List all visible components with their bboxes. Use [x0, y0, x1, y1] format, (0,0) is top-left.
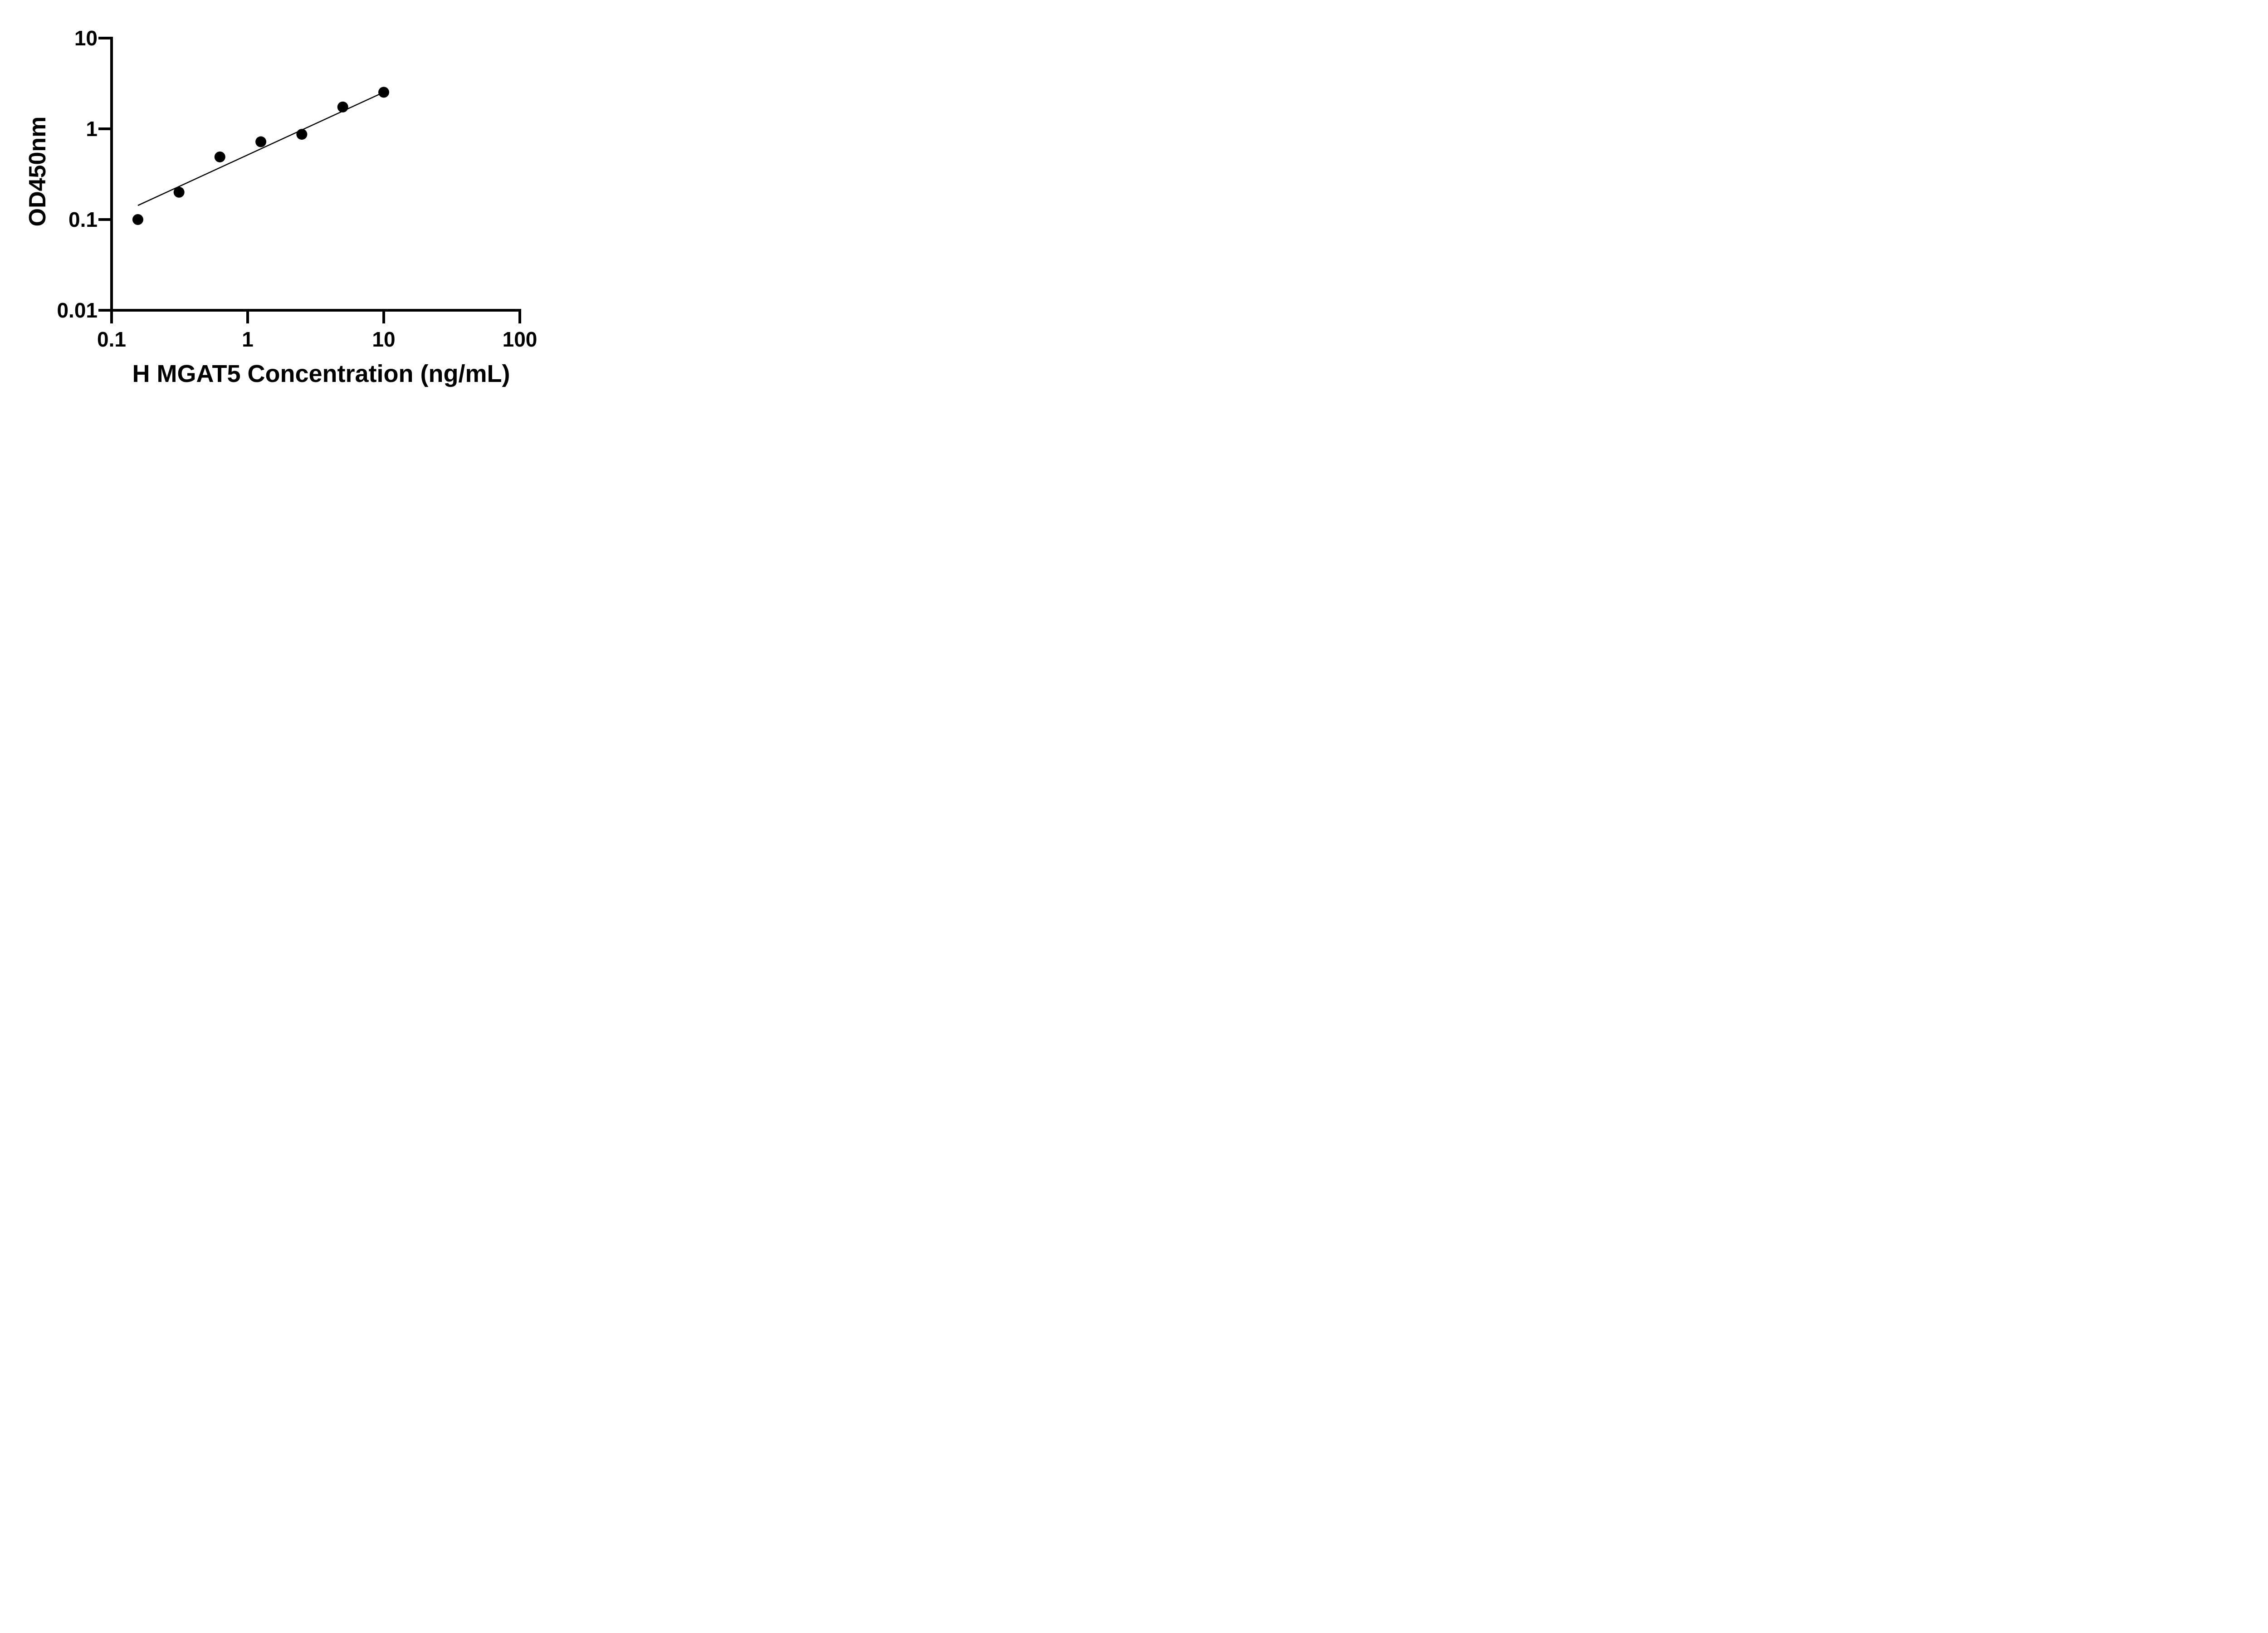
- data-point-x1.25: [255, 136, 267, 147]
- y-axis-title: OD450nm: [24, 116, 51, 227]
- plot-area: [98, 37, 521, 323]
- data-point-x10: [378, 87, 389, 98]
- elisa-standard-curve-figure: 10 1 0.1 0.01 0.1 1 10 100 OD450nm H MGAT5 Conc…: [0, 0, 582, 408]
- y-tick-label-1: 1: [86, 117, 98, 141]
- data-point-x5: [337, 101, 348, 112]
- data-point-x0.313: [173, 186, 185, 198]
- data-point-x0.156: [132, 214, 143, 225]
- x-axis-title: H MGAT5 Concentration (ng/mL): [132, 360, 510, 387]
- y-tick-label-0.01: 0.01: [57, 298, 98, 322]
- y-tick-label-0.1: 0.1: [68, 208, 98, 231]
- x-tick-label-10: 10: [372, 328, 396, 351]
- x-tick-label-1: 1: [242, 328, 254, 351]
- data-point-x2.5: [296, 129, 308, 140]
- y-tick-label-10: 10: [74, 26, 98, 50]
- x-tick-label-100: 100: [502, 328, 538, 351]
- data-point-x0.625: [214, 151, 225, 162]
- x-tick-label-0.1: 0.1: [97, 328, 126, 351]
